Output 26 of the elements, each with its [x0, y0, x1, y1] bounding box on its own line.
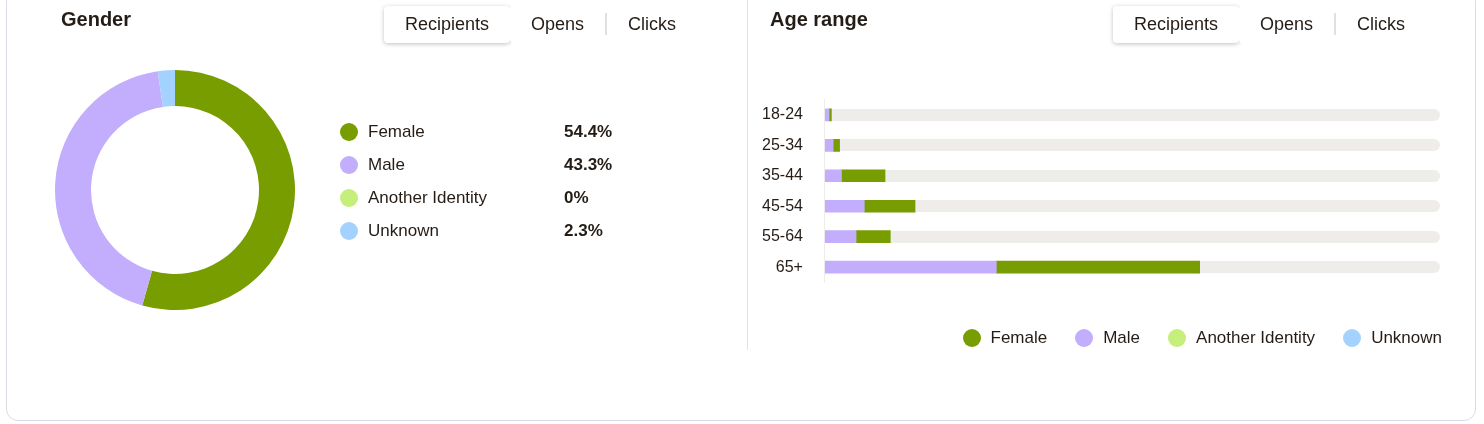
- y-tick-label: 35-44: [762, 166, 804, 184]
- legend-label: Another Identity: [368, 188, 488, 208]
- y-tick-label: 55-64: [762, 227, 804, 245]
- legend-label: Male: [1103, 328, 1141, 348]
- text: 0%: [564, 188, 589, 207]
- data-label: 43.3%: [564, 155, 614, 175]
- legend-label: Another Identity: [1196, 328, 1316, 348]
- y-tick-label: 18-24: [762, 105, 804, 123]
- text: Recipients: [384, 5, 511, 43]
- legend-label: Female: [368, 122, 425, 142]
- y-tick-label: 45-54: [762, 196, 804, 214]
- data-label: 2.3%: [564, 221, 604, 241]
- y-tick-label: 65+: [775, 257, 803, 275]
- y-tick-label: 25-34: [762, 135, 804, 153]
- text: Clicks: [607, 5, 698, 43]
- data-label: 54.4%: [564, 122, 614, 142]
- chart-title: Gender: [61, 8, 132, 31]
- text: Opens: [1239, 5, 1335, 43]
- text: Opens: [510, 5, 606, 43]
- text: Clicks: [1336, 5, 1427, 43]
- legend-label: Unknown: [1371, 328, 1442, 348]
- chart-title: Age range: [770, 8, 868, 31]
- legend-label: Male: [368, 155, 405, 175]
- legend-label: Unknown: [368, 221, 439, 241]
- legend-label: Female: [990, 328, 1048, 348]
- text: Recipients: [1113, 5, 1240, 43]
